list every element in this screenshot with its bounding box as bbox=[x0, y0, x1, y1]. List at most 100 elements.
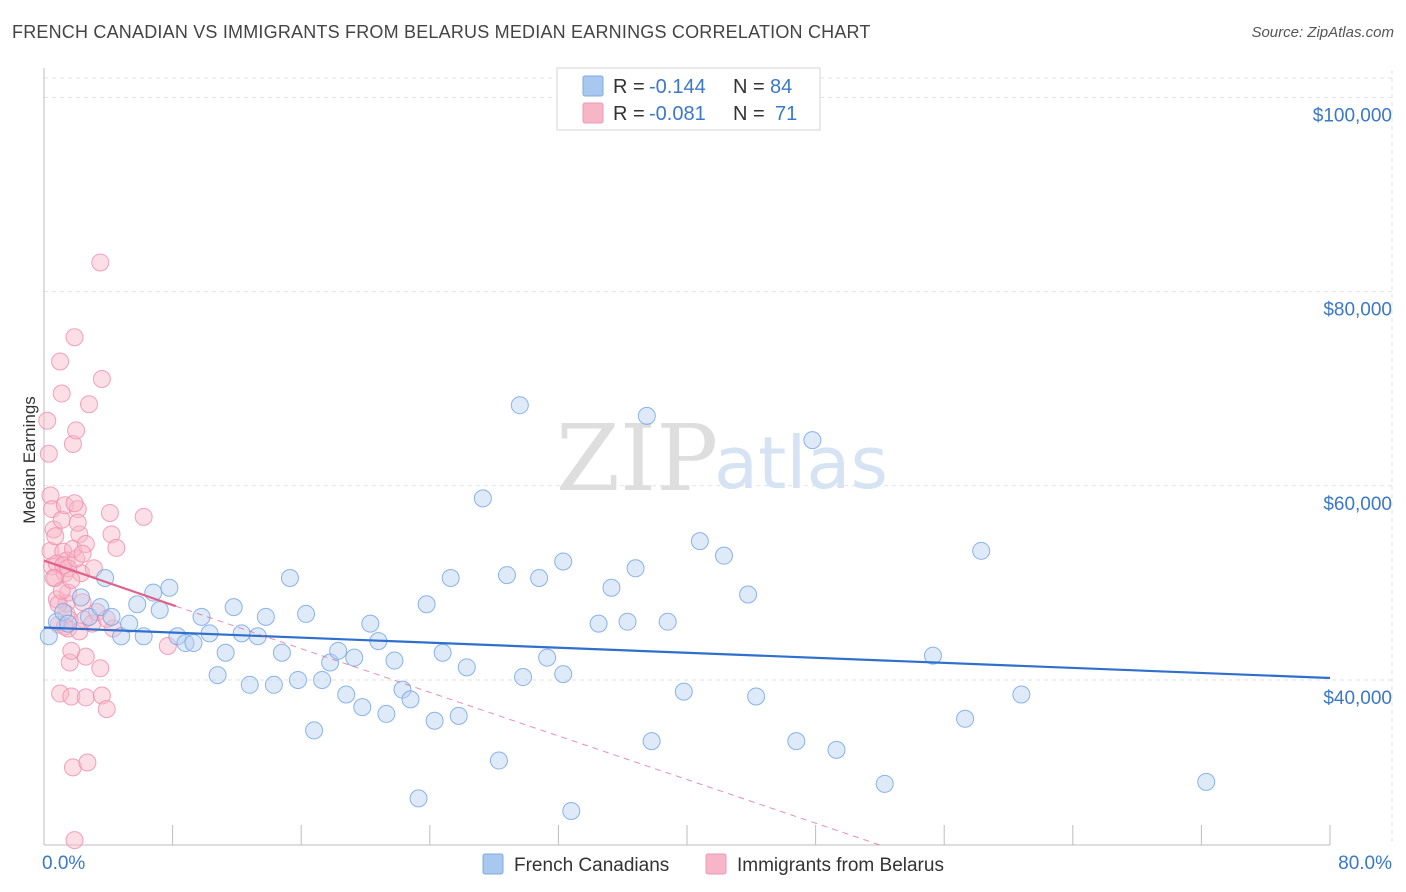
data-point bbox=[47, 612, 66, 631]
data-point bbox=[409, 789, 428, 808]
data-point bbox=[52, 510, 71, 529]
data-point bbox=[192, 607, 211, 626]
trend-line-belarus bbox=[43, 559, 177, 608]
data-point bbox=[361, 614, 380, 633]
data-point bbox=[63, 435, 82, 454]
trend-line-belarus-extension bbox=[175, 605, 881, 846]
data-point bbox=[102, 525, 121, 544]
data-point bbox=[52, 384, 71, 403]
data-point bbox=[377, 704, 396, 723]
data-point bbox=[787, 732, 806, 751]
data-point bbox=[803, 431, 822, 450]
legend-n-label-french: N = bbox=[733, 76, 765, 98]
data-point bbox=[38, 411, 57, 430]
data-point bbox=[385, 651, 404, 670]
series-immigrants-from-belarus bbox=[38, 253, 177, 850]
data-point bbox=[184, 634, 203, 653]
legend-n-label-belarus: N = bbox=[733, 103, 765, 125]
data-point bbox=[956, 709, 975, 728]
x-tick-label: 0.0% bbox=[42, 853, 85, 874]
data-point bbox=[39, 444, 58, 463]
data-point bbox=[690, 532, 709, 551]
data-point bbox=[510, 396, 529, 415]
series-legend-swatch-french bbox=[482, 853, 504, 875]
data-point bbox=[208, 666, 227, 685]
data-point bbox=[337, 685, 356, 704]
legend-r-value-belarus: -0.081 bbox=[649, 103, 706, 125]
data-point bbox=[473, 489, 492, 508]
data-point bbox=[65, 328, 84, 347]
data-point bbox=[46, 527, 65, 546]
data-point bbox=[41, 486, 60, 505]
legend-n-value-belarus: 71 bbox=[775, 103, 797, 125]
data-point bbox=[642, 732, 661, 751]
data-point bbox=[134, 507, 153, 526]
data-point bbox=[272, 643, 291, 662]
y-tick-label: $40,000 bbox=[1323, 688, 1392, 709]
y-tick-label: $80,000 bbox=[1323, 300, 1392, 321]
y-tick-labels: $40,000 $60,000 $80,000 $100,000 bbox=[1313, 105, 1392, 709]
legend-r-label-french: R = bbox=[613, 76, 645, 98]
data-point bbox=[78, 753, 97, 772]
data-point bbox=[875, 774, 894, 793]
data-point bbox=[353, 698, 372, 717]
data-point bbox=[747, 687, 766, 706]
data-point bbox=[674, 682, 693, 701]
data-point bbox=[100, 503, 119, 522]
grid-lines bbox=[44, 70, 1393, 845]
data-point bbox=[107, 538, 126, 557]
data-point bbox=[112, 627, 131, 646]
data-point bbox=[51, 684, 70, 703]
data-point bbox=[827, 740, 846, 759]
series-legend-label-belarus: Immigrants from Belarus bbox=[737, 855, 944, 876]
legend-r-value-french: -0.144 bbox=[649, 76, 706, 98]
data-point bbox=[91, 659, 110, 678]
data-point bbox=[240, 675, 259, 694]
data-point bbox=[160, 578, 179, 597]
data-point bbox=[972, 541, 991, 560]
data-point bbox=[65, 831, 84, 850]
data-point bbox=[128, 595, 147, 614]
data-point bbox=[637, 406, 656, 425]
data-point bbox=[120, 614, 139, 633]
data-point bbox=[264, 675, 283, 694]
data-point bbox=[47, 554, 66, 573]
data-point bbox=[658, 612, 677, 631]
data-point bbox=[441, 569, 460, 588]
legend-r-label-belarus: R = bbox=[613, 103, 645, 125]
data-point bbox=[63, 758, 82, 777]
data-point bbox=[449, 706, 468, 725]
data-point bbox=[554, 665, 573, 684]
data-point bbox=[76, 688, 95, 707]
data-point bbox=[305, 721, 324, 740]
data-point bbox=[401, 690, 420, 709]
data-point bbox=[554, 552, 573, 571]
data-point bbox=[297, 604, 316, 623]
y-tick-label: $100,000 bbox=[1313, 105, 1392, 126]
data-point bbox=[514, 668, 533, 687]
data-point bbox=[714, 546, 733, 565]
legend-swatch-french bbox=[582, 75, 604, 97]
data-point bbox=[489, 751, 508, 770]
series-legend-swatch-belarus bbox=[705, 853, 727, 875]
series-legend-label-french: French Canadians bbox=[514, 855, 669, 876]
watermark-atlas: atlas bbox=[714, 421, 888, 505]
data-point bbox=[92, 686, 111, 705]
watermark: ZIP atlas bbox=[556, 405, 888, 512]
data-point bbox=[44, 569, 63, 588]
data-point bbox=[92, 369, 111, 388]
data-point bbox=[923, 646, 942, 665]
data-point bbox=[538, 648, 557, 667]
chart-title: FRENCH CANADIAN VS IMMIGRANTS FROM BELAR… bbox=[12, 22, 871, 42]
data-point bbox=[345, 648, 364, 667]
watermark-zip: ZIP bbox=[556, 405, 718, 512]
legend-n-value-french: 84 bbox=[770, 76, 792, 98]
data-point bbox=[618, 612, 637, 631]
x-tick-label: 80.0% bbox=[1338, 853, 1392, 874]
data-point bbox=[65, 494, 84, 513]
data-point bbox=[530, 569, 549, 588]
x-tick-labels: 0.0% 80.0% bbox=[42, 853, 1392, 874]
data-point bbox=[80, 395, 99, 414]
data-point bbox=[62, 687, 81, 706]
